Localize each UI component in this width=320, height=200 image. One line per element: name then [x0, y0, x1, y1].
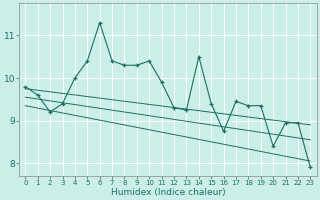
- X-axis label: Humidex (Indice chaleur): Humidex (Indice chaleur): [110, 188, 225, 197]
